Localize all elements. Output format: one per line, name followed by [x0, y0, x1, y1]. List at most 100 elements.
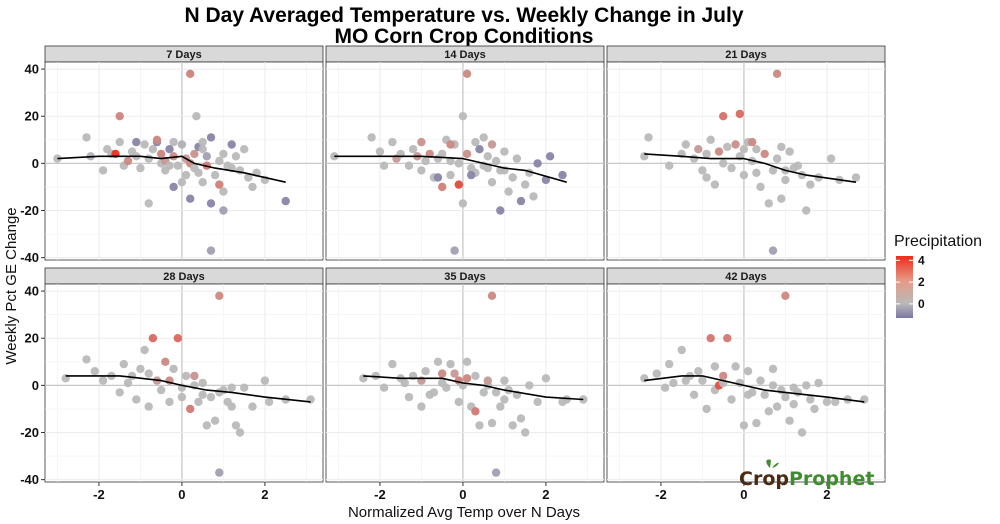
smooth-trend-line — [363, 375, 584, 401]
data-point — [144, 199, 153, 208]
data-point — [210, 170, 220, 180]
data-point — [454, 397, 463, 407]
data-point — [157, 385, 166, 395]
data-point — [462, 374, 472, 383]
data-point — [421, 367, 430, 376]
data-point — [417, 166, 426, 175]
y-tick-label: 40 — [25, 284, 39, 299]
data-point — [752, 145, 761, 154]
data-point — [231, 421, 241, 430]
panel-background — [44, 283, 324, 483]
data-point — [227, 402, 236, 411]
legend-ticks: 0 2 4 — [896, 253, 925, 311]
data-point — [198, 390, 207, 399]
data-point — [723, 334, 732, 343]
data-point — [644, 133, 653, 142]
data-point — [144, 369, 153, 378]
data-point — [82, 355, 91, 364]
data-point — [379, 161, 389, 170]
data-point — [454, 159, 463, 168]
y-tick-label: -20 — [20, 203, 39, 218]
data-point — [264, 397, 274, 407]
data-point — [98, 166, 108, 175]
data-point — [215, 156, 224, 166]
facet-panels: 7 Days 14 Days 21 Days 28 Days 35 Days 42 Day… — [44, 45, 886, 483]
data-point — [169, 152, 178, 161]
data-point — [677, 345, 686, 355]
data-point — [781, 175, 790, 185]
facet-strip-label: 28 Days — [163, 271, 205, 283]
data-point — [719, 371, 728, 381]
data-point — [714, 147, 724, 156]
data-point — [739, 170, 749, 180]
x-tick-label: 0 — [740, 487, 747, 502]
data-point — [487, 291, 497, 300]
data-point — [194, 168, 203, 177]
data-point — [772, 402, 782, 411]
data-point — [169, 364, 178, 374]
y-tick-label: -20 — [20, 425, 39, 440]
data-point — [525, 381, 534, 390]
data-point — [665, 161, 674, 170]
panel-background — [606, 283, 886, 483]
smooth-trend-line — [334, 155, 567, 183]
data-point — [181, 371, 191, 381]
data-point — [541, 175, 551, 185]
data-point — [206, 392, 216, 402]
data-point — [487, 178, 497, 187]
data-point — [521, 180, 530, 189]
data-point — [169, 182, 178, 192]
data-point — [479, 133, 488, 142]
data-point — [694, 145, 703, 154]
data-point — [248, 402, 257, 411]
data-point — [487, 140, 497, 149]
data-point — [496, 402, 505, 411]
facet-strip-label: 14 Days — [444, 49, 486, 61]
leaf-icon — [766, 459, 779, 468]
data-point — [797, 428, 807, 437]
facet-panel: 35 Days — [325, 267, 605, 483]
data-point — [665, 359, 674, 369]
data-point — [806, 395, 815, 404]
data-point — [533, 159, 542, 168]
data-point — [781, 291, 790, 300]
data-point — [483, 152, 492, 161]
data-point — [727, 395, 736, 404]
data-point — [731, 362, 740, 371]
data-point — [669, 378, 678, 388]
data-point — [165, 397, 174, 407]
data-point — [281, 196, 290, 206]
data-point — [719, 112, 728, 121]
cropprophet-logo: CropProphet — [739, 459, 874, 490]
data-point — [190, 371, 199, 381]
data-point — [198, 378, 207, 388]
data-point — [148, 334, 158, 343]
data-point — [471, 137, 480, 147]
data-point — [429, 388, 439, 397]
data-point — [433, 357, 443, 366]
x-tick-label: -2 — [374, 487, 386, 502]
data-point — [450, 369, 459, 378]
data-point — [752, 418, 761, 428]
y-tick-label: -40 — [20, 250, 39, 265]
legend-tick-label: 4 — [918, 253, 925, 267]
data-point — [764, 199, 773, 208]
panel-background — [325, 61, 605, 261]
smooth-trend-line — [65, 375, 311, 403]
data-point — [388, 359, 397, 369]
data-point — [119, 359, 128, 369]
data-point — [136, 364, 145, 374]
data-point — [219, 149, 228, 159]
data-point — [491, 156, 501, 166]
data-point — [404, 161, 414, 170]
data-point — [793, 161, 803, 170]
facet-panel: 7 Days — [44, 45, 324, 261]
data-point — [400, 378, 409, 388]
data-point — [785, 147, 794, 156]
data-point — [90, 367, 100, 376]
data-point — [689, 390, 699, 399]
data-point — [202, 421, 211, 430]
legend-title: Precipitation — [894, 233, 982, 250]
data-point — [710, 180, 720, 189]
data-point — [533, 397, 542, 407]
